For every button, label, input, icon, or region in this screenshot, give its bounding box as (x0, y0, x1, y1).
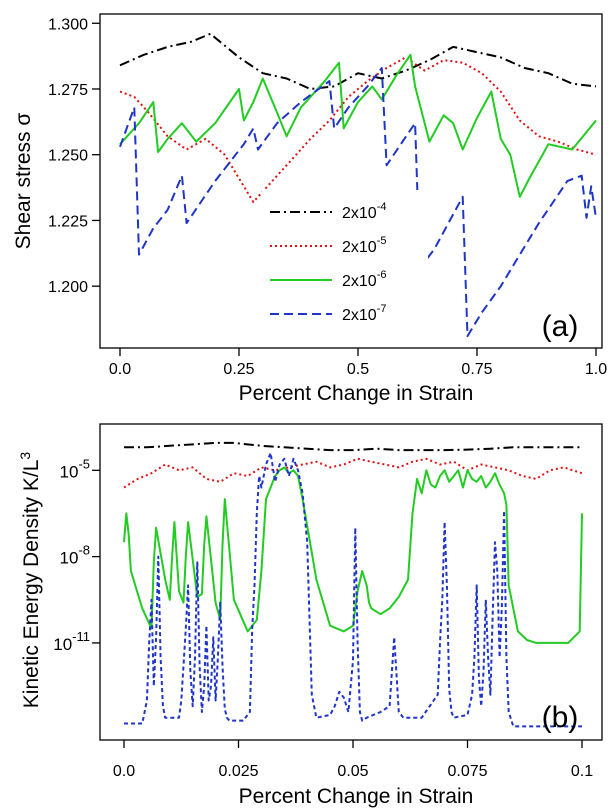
x-tick-label: 0.0 (113, 763, 135, 780)
x-tick-label: 0.25 (223, 361, 254, 378)
legend-label-0: 2x10-4 (342, 201, 386, 222)
series-line-0 (124, 441, 582, 452)
series-line-2 (123, 466, 583, 644)
panel-b-y-axis-label-base: Kinetic Energy Density K/L (20, 460, 43, 709)
panel-a-y-ticks: 1.200 1.225 1.250 1.275 1.300 (48, 16, 100, 296)
panel-a-plot-frame (99, 13, 603, 349)
panel-b: 0.0 0.025 0.05 0.075 0.1 10-5 10-8 10-11 (b) P… (17, 423, 603, 808)
x-tick-label: 0.05 (337, 763, 368, 780)
x-tick-label: 0.0 (109, 361, 131, 378)
x-tick-label: 0.025 (218, 763, 258, 780)
panel-a-series-group (119, 32, 597, 338)
y-tick-label: 1.225 (48, 213, 88, 230)
panel-a-y-axis-label: Shear stress σ (12, 113, 35, 250)
legend-label-3: 2x10-7 (342, 303, 386, 324)
series-line-2 (119, 53, 597, 198)
x-tick-label: 0.75 (461, 361, 492, 378)
x-tick-label: 1.0 (585, 361, 607, 378)
panel-a-x-axis-label: Percent Change in Strain (239, 382, 474, 405)
panel-b-y-axis-label: Kinetic Energy Density K/L3 (17, 452, 43, 709)
panel-a-x-ticks: 0.0 0.25 0.5 0.75 1.0 (109, 348, 607, 378)
panel-b-series-group (123, 441, 583, 728)
series-line-1 (119, 56, 597, 203)
y-tick-label: 1.200 (48, 279, 88, 296)
series-line-0 (119, 32, 597, 90)
panel-a-legend: 2x10-4 2x10-5 2x10-6 2x10-7 (262, 190, 428, 338)
y-tick-label: 10-5 (60, 456, 90, 481)
panel-b-x-axis-label: Percent Change in Strain (239, 785, 474, 808)
series-line-1 (123, 457, 583, 489)
y-tick-label: 10-11 (53, 629, 90, 654)
panel-b-x-ticks: 0.0 0.025 0.05 0.075 0.1 (113, 740, 593, 780)
legend-label-1: 2x10-5 (342, 235, 386, 256)
panel-b-label: (b) (542, 701, 579, 734)
panel-a: 0.0 0.25 0.5 0.75 1.0 1.2001.2251.2501.2751.… (12, 13, 607, 405)
x-tick-label: 0.075 (447, 763, 487, 780)
series-line-3 (119, 67, 597, 338)
x-tick-label: 0.1 (571, 763, 593, 780)
y-tick-label: 1.275 (48, 82, 88, 99)
panel-a-label: (a) (542, 310, 579, 343)
panel-b-y-ticks: 10-5 10-8 10-11 (53, 456, 100, 654)
panel-b-y-axis-label-sup: 3 (17, 452, 33, 460)
panel-b-plot-frame (99, 423, 603, 741)
y-tick-label: 1.300 (48, 16, 88, 33)
series-line-3 (124, 452, 582, 728)
legend-label-2: 2x10-6 (342, 269, 386, 290)
y-tick-label: 10-8 (60, 543, 90, 568)
x-tick-label: 0.5 (347, 361, 369, 378)
y-tick-label: 1.250 (48, 148, 88, 165)
